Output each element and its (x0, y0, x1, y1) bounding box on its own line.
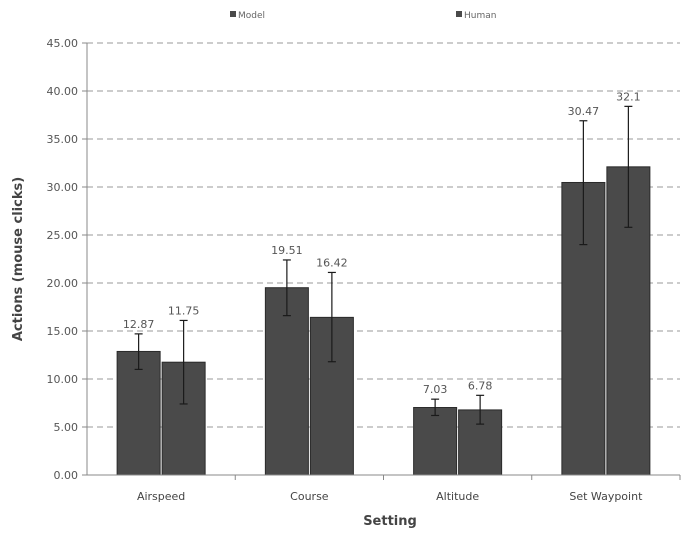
legend-label-human: Human (464, 11, 496, 21)
bars (116, 166, 651, 476)
y-tick-label: 15.00 (47, 325, 79, 338)
x-axis-title: Setting (363, 514, 417, 529)
data-label: 12.87 (123, 318, 155, 331)
data-label: 7.03 (423, 383, 448, 396)
x-tick-label: Course (290, 490, 329, 503)
data-label: 19.51 (271, 244, 303, 257)
error-bars (134, 105, 633, 425)
x-axis-categories: Airspeed Course Altitude Set Waypoint (137, 475, 681, 503)
y-tick-label: 20.00 (47, 277, 79, 290)
y-tick-label: 35.00 (47, 133, 79, 146)
y-axis-title: Actions (mouse clicks) (11, 177, 26, 341)
data-label: 11.75 (168, 304, 200, 317)
legend: Model Human (230, 11, 496, 21)
data-label: 32.1 (616, 90, 641, 103)
bar-model (116, 350, 161, 476)
y-tick-label: 10.00 (47, 373, 79, 386)
y-tick-label: 5.00 (54, 421, 79, 434)
data-label: 6.78 (468, 379, 493, 392)
legend-label-model: Model (238, 11, 265, 21)
y-tick-label: 45.00 (47, 37, 79, 50)
bar-model (413, 407, 458, 476)
y-axis-ticks: 0.00 5.00 10.00 15.00 20.00 25.00 30.00 35.00 40… (47, 37, 87, 482)
y-tick-label: 0.00 (54, 469, 79, 482)
data-label: 16.42 (316, 256, 348, 269)
legend-swatch-human (456, 11, 462, 17)
x-tick-label: Airspeed (137, 490, 185, 503)
y-tick-label: 30.00 (47, 181, 79, 194)
data-label: 30.47 (568, 105, 600, 118)
data-labels: 12.87 11.75 19.51 16.42 7.03 6.78 30.47 32.1 (123, 90, 641, 396)
bar-model (264, 287, 309, 476)
y-tick-label: 40.00 (47, 85, 79, 98)
x-tick-label: Altitude (436, 490, 479, 503)
legend-swatch-model (230, 11, 236, 17)
x-tick-label: Set Waypoint (569, 490, 643, 503)
y-tick-label: 25.00 (47, 229, 79, 242)
